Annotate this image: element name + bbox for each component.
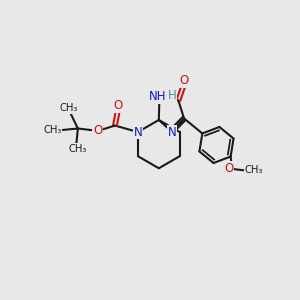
Text: CH₃: CH₃ bbox=[69, 144, 87, 154]
Text: O: O bbox=[224, 162, 233, 176]
Text: H: H bbox=[167, 89, 176, 102]
Text: CH₃: CH₃ bbox=[43, 125, 62, 135]
Text: CH₃: CH₃ bbox=[60, 103, 78, 113]
Text: O: O bbox=[93, 124, 103, 137]
Text: NH: NH bbox=[149, 90, 167, 103]
Text: O: O bbox=[113, 99, 122, 112]
Text: O: O bbox=[179, 74, 188, 87]
Text: N: N bbox=[168, 126, 176, 140]
Text: CH₃: CH₃ bbox=[245, 165, 263, 176]
Text: N: N bbox=[134, 125, 142, 139]
